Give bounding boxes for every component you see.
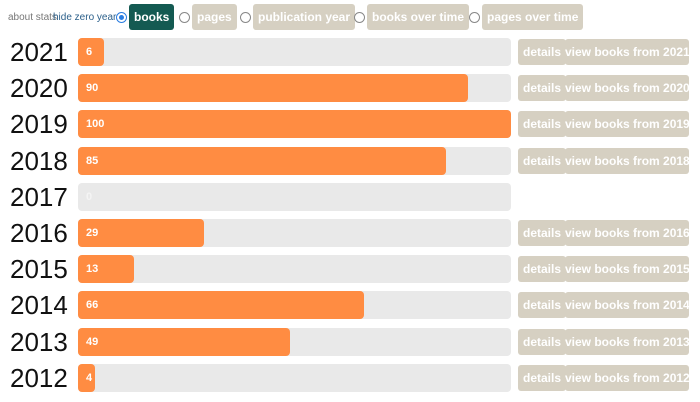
value-label: 66 [86,299,99,312]
year-label: 2021 [10,37,68,67]
year-label: 2017 [10,181,68,212]
option-button[interactable]: books over time [367,4,470,30]
year-label: 2018 [10,145,68,176]
view-books-button[interactable]: view books from 2016 [565,220,690,246]
option-button[interactable]: publication year [253,4,356,30]
toolbar-link[interactable]: hide zero years [53,12,122,23]
bar [78,38,104,66]
details-button[interactable]: details [518,220,567,246]
bar-track: 100 [78,110,511,139]
bar-track: 49 [78,327,511,356]
view-books-button[interactable]: view books from 2014 [565,292,690,319]
bar [78,74,468,103]
bar-track: 0 [78,182,511,211]
value-label: 4 [86,371,93,384]
details-button[interactable]: details [518,111,567,138]
value-label: 49 [86,335,99,348]
bar-track: 66 [78,291,511,320]
bar-track: 13 [78,255,511,284]
toolbar-link[interactable]: about stats [8,12,57,23]
radio-button[interactable] [179,12,190,23]
bar-track: 29 [78,219,511,247]
bar [78,110,511,139]
bar [78,146,447,175]
view-books-button[interactable]: view books from 2012 [565,364,690,391]
details-button[interactable]: details [518,147,567,174]
year-label: 2012 [10,362,68,393]
radio-button[interactable] [240,12,251,23]
details-button[interactable]: details [518,75,567,102]
view-books-button[interactable]: view books from 2019 [565,111,690,138]
view-books-button[interactable]: view books from 2013 [565,328,690,355]
bar-track: 90 [78,74,511,103]
view-books-button[interactable]: view books from 2015 [565,256,690,283]
option-button[interactable]: pages over time [482,4,584,30]
value-label: 100 [86,118,105,131]
details-button[interactable]: details [518,328,567,355]
radio-button[interactable] [116,12,127,23]
details-button[interactable]: details [518,364,567,391]
value-label: 6 [86,46,93,58]
bar-track: 4 [78,363,511,392]
year-label: 2016 [10,218,68,248]
value-label: 90 [86,82,99,95]
year-label: 2015 [10,254,68,285]
year-label: 2014 [10,290,68,321]
details-button[interactable]: details [518,39,567,65]
bar [78,327,291,356]
view-books-button[interactable]: view books from 2021 [565,39,690,65]
option-button[interactable]: books [129,4,175,30]
year-label: 2013 [10,326,68,357]
bar [78,363,96,392]
year-label: 2020 [10,73,68,104]
view-books-button[interactable]: view books from 2020 [565,75,690,102]
bar [78,219,204,247]
bar-track: 85 [78,146,511,175]
bar [78,255,135,284]
details-button[interactable]: details [518,292,567,319]
value-label: 29 [86,227,99,239]
value-label: 0 [86,190,93,203]
option-button[interactable]: pages [192,4,237,30]
details-button[interactable]: details [518,256,567,283]
year-label: 2019 [10,109,68,140]
bar-track: 6 [78,38,511,66]
value-label: 85 [86,154,99,167]
value-label: 13 [86,263,99,276]
radio-button[interactable] [354,12,365,23]
view-books-button[interactable]: view books from 2018 [565,147,690,174]
bar [78,291,364,320]
radio-button[interactable] [469,12,480,23]
